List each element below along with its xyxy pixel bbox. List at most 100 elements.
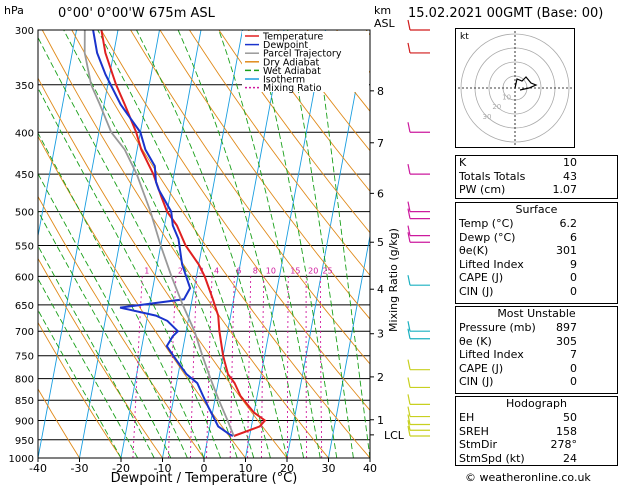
km-tick-label: 5 [377,236,384,249]
copyright-footer: © weatheronline.co.uk [465,471,591,484]
legend-entry: Dry Adiabat [263,57,320,68]
x-tick-label: -30 [71,462,89,475]
wind-barb-flag [407,232,411,243]
hodograph-ring-label: 10 [502,93,511,101]
table-row: Lifted Index 9 [456,258,617,272]
x-tick-label: 0 [201,462,208,475]
hodograph-unit-label: kt [460,32,469,42]
wet-adiabat-line [38,172,188,458]
hodo-value: 278° [550,438,578,452]
wet-adiabat-line [177,30,305,458]
mixing-ratio-label: 2 [178,266,183,275]
dry-adiabat-line [38,135,246,458]
isotherm-line [245,30,326,458]
wet-adiabat-line [38,244,155,458]
isotherm-line [79,30,160,458]
series-dewpoint [92,30,234,437]
table-row: θe(K) 301 [456,244,617,258]
indices-table: K 10 Totals Totals 43 PW (cm) 1.07 [456,156,617,197]
dry-adiabat-line [38,195,205,458]
indices-panel: K 10 Totals Totals 43 PW (cm) 1.07 [455,155,618,199]
location-title: 0°00' 0°00'W 675m ASL [58,6,215,21]
pressure-tick-label: 450 [15,170,34,181]
dry-adiabat-line [38,257,163,458]
pressure-tick-label: 800 [15,375,34,386]
series-layer [83,30,267,437]
wind-barb-flag [407,425,411,437]
isotherm-line [162,30,243,458]
pressure-tick-label: 750 [15,352,34,363]
wind-barb-flag [407,394,411,405]
isotherm-line [412,30,451,458]
axes-layer: 3003504004505005506006507007508008509009… [9,26,405,475]
legend-entry: Dewpoint [263,40,308,51]
table-row: Temp (°C) 6.2 [456,217,617,231]
wet-adiabat-line [38,87,222,458]
legend-entry: Parcel Trajectory [263,49,342,60]
hodograph-stats-panel: Hodograph EH 50 SREH 158 StmDir 278° StmSpd… [455,396,618,466]
x-tick-label: 10 [239,462,253,475]
mixing-ratio-label: 15 [290,266,300,275]
skewt-chart: 1 2 3 4 6 8 10 15 20 25 3003504004505005506006507… [9,19,451,486]
pressure-tick-label: 900 [15,417,34,428]
hodo-value: 50 [563,411,577,424]
legend-entry: Isotherm [263,75,305,86]
hodo-value: 158 [556,424,577,438]
table-row: EH 50 [456,411,617,425]
index-value: 43 [563,169,577,183]
surface-panel: Surface Temp (°C) 6.2 Dewp (°C) 6 θe(K) 301… [455,202,618,304]
km-tick-label: 4 [377,283,384,296]
lcl-label: LCL [384,429,405,442]
wind-barb-flag [407,420,411,431]
pressure-tick-label: 600 [15,272,34,283]
wind-barb-flag [407,321,411,332]
most-unstable-table: Pressure (mb) 897 θe (K) 305 Lifted Index 7… [456,321,617,389]
km-tick-label: 7 [377,137,384,150]
table-row: Lifted Index 7 [456,348,617,362]
unstable-label: CAPE (J) [459,361,504,375]
table-row: K 10 [456,156,617,170]
unstable-label: Pressure (mb) [459,321,536,334]
hodo-label: StmSpd (kt) [459,451,525,465]
dry-adiabat-line [189,30,370,277]
table-row: StmDir 278° [456,438,617,452]
plot-frame [37,29,371,459]
wet-adiabat-line [38,132,205,458]
pressure-tick-label: 950 [15,436,34,447]
unstable-label: CIN (J) [459,375,494,389]
wind-barb-flag [407,42,411,54]
table-row: CAPE (J) 0 [456,271,617,285]
table-row: θe (K) 305 [456,335,617,349]
table-row: CIN (J) 0 [456,375,617,389]
wet-adiabat-line [255,30,338,458]
pressure-tick-label: 650 [15,301,34,312]
surface-value: 0 [570,271,577,285]
hodo-value: 24 [563,451,577,465]
unstable-value: 7 [570,348,577,362]
legend-bg [242,31,369,92]
dry-adiabat-line [100,30,370,412]
dry-adiabat-line [38,388,80,458]
isotherm-line [38,30,119,458]
isotherm-line [38,30,77,239]
most-unstable-panel: Most Unstable Pressure (mb) 897 θe (K) 305… [455,306,618,394]
index-label: Totals Totals [459,169,526,183]
wet-adiabat-line [218,30,321,458]
hodograph-ring-label: 20 [492,103,501,111]
hodograph-ring [488,61,542,115]
pressure-tick-label: 1000 [9,454,34,465]
dry-adiabat-line [395,30,450,458]
mixing-ratio-label: 25 [322,266,332,275]
wind-barb-flag [407,414,411,425]
dry-adiabat-line [425,30,450,458]
surface-value: 6.2 [559,217,578,230]
km-tick-label: 8 [377,85,384,98]
wet-adiabat-line [38,210,172,458]
surface-value: 0 [570,284,577,298]
hodo-label: StmDir [459,438,498,452]
table-row: PW (cm) 1.07 [456,183,617,197]
dry-adiabat-line [41,30,329,458]
unstable-value: 0 [570,375,577,389]
